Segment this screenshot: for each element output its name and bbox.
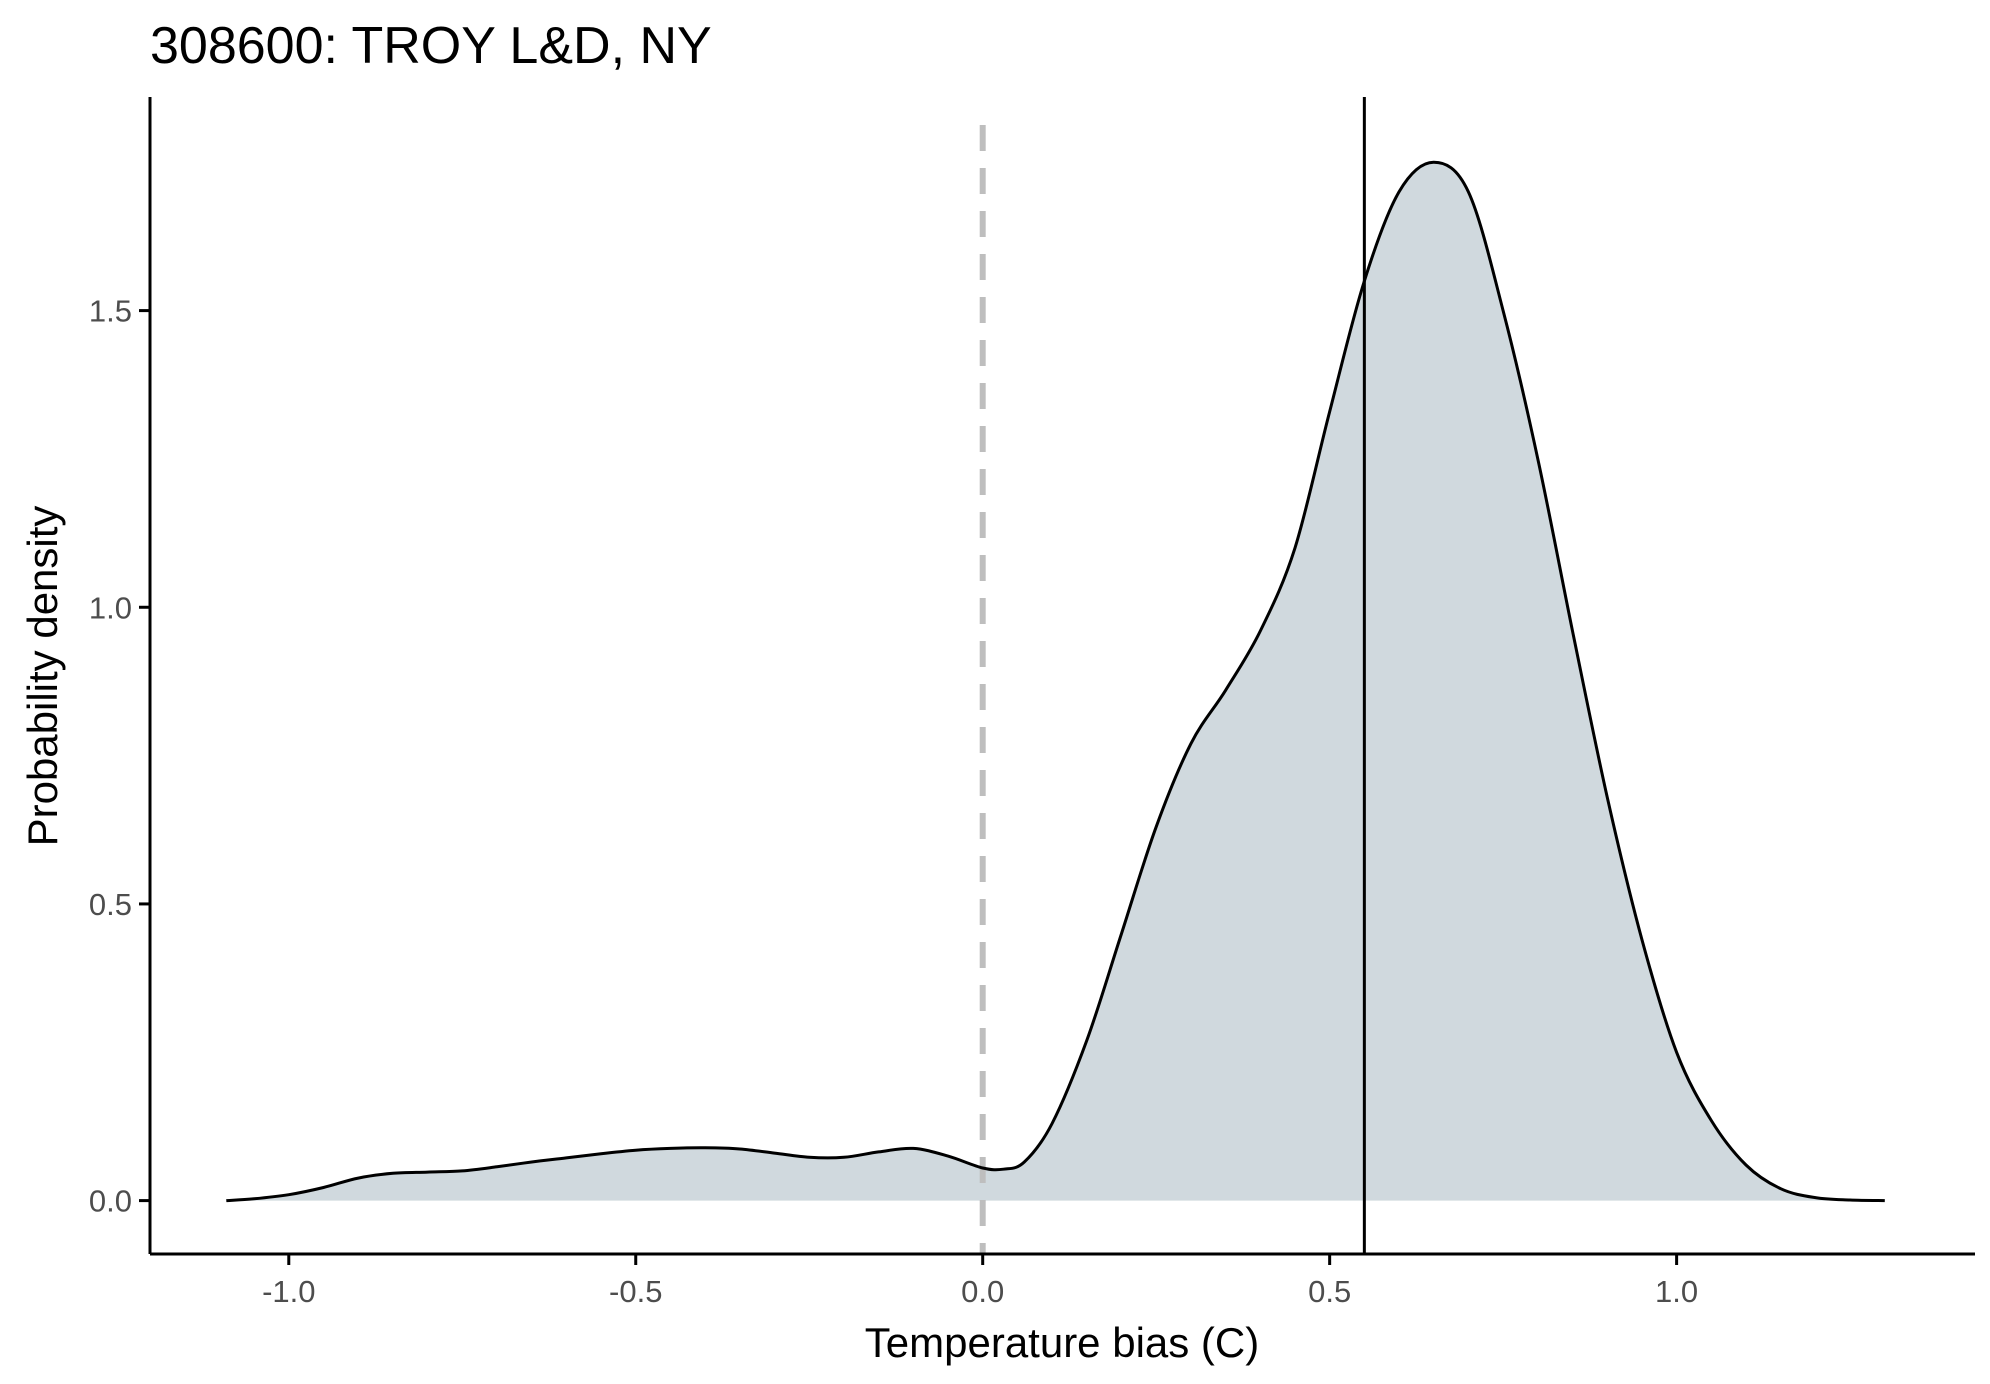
plot-area [226,97,1885,1254]
y-tick-label: 1.5 [89,294,132,329]
y-tick-label: 0.0 [89,1184,132,1219]
x-tick-label: 0.5 [1308,1274,1351,1309]
x-tick-label: -1.0 [262,1274,315,1309]
y-axis-title: Probability density [19,506,66,847]
x-tick-label: 1.0 [1655,1274,1698,1309]
x-axis-ticks: -1.0 -0.5 0.0 0.5 1.0 [262,1254,1698,1309]
y-tick-label: 1.0 [89,590,132,625]
x-tick-label: 0.0 [961,1274,1004,1309]
density-curve [226,160,1885,1203]
y-tick-label: 0.5 [89,887,132,922]
density-fill-area [226,162,1885,1201]
x-axis-title: Temperature bias (C) [865,1319,1259,1366]
y-axis-ticks: 0.0 0.5 1.0 1.5 [89,294,150,1219]
chart-title: 308600: TROY L&D, NY [150,17,712,75]
x-tick-label: -0.5 [609,1274,662,1309]
